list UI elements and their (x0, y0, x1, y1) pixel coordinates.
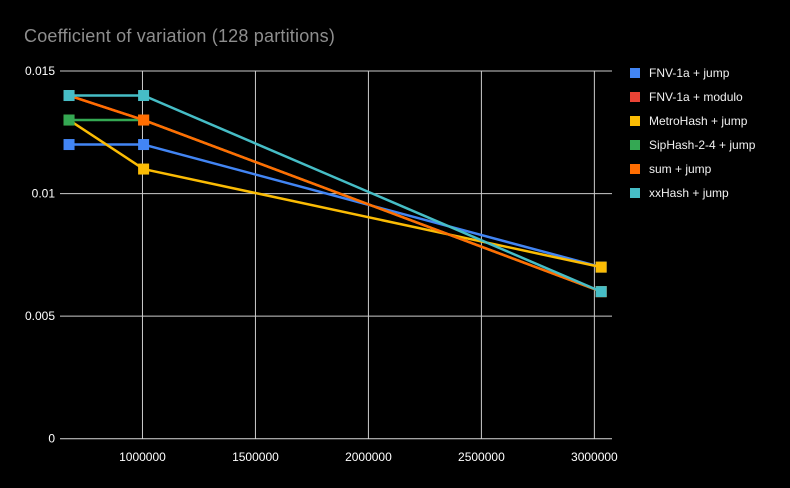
legend-swatch-icon (630, 164, 640, 174)
y-axis-tick-label: 0.015 (25, 64, 55, 78)
legend-item-metrohash-jump: MetroHash + jump (630, 114, 755, 128)
data-point-marker-fnv-1a-jump (138, 139, 150, 151)
legend: FNV-1a + jump FNV-1a + modulo MetroHash + … (630, 66, 755, 210)
legend-swatch-icon (630, 116, 640, 126)
x-axis-tick-label: 1000000 (119, 450, 166, 464)
data-point-marker-metrohash-jump (595, 261, 607, 273)
legend-item-fnv-1a-jump: FNV-1a + jump (630, 66, 755, 80)
x-axis-tick-label: 2000000 (345, 450, 392, 464)
data-point-marker-sum-jump (138, 114, 150, 126)
data-point-marker-xxhash-jump (63, 90, 75, 102)
legend-label: sum + jump (649, 162, 712, 176)
legend-swatch-icon (630, 140, 640, 150)
legend-item-fnv-1a-modulo: FNV-1a + modulo (630, 90, 755, 104)
y-axis-tick-label: 0 (48, 432, 55, 446)
chart-title: Coefficient of variation (128 partitions… (24, 26, 336, 46)
y-axis-tick-label: 0.01 (32, 187, 56, 201)
data-point-marker-metrohash-jump (138, 163, 150, 175)
x-axis-tick-label: 1500000 (232, 450, 279, 464)
y-axis-tick-label: 0.005 (25, 309, 55, 323)
legend-item-xxhash-jump: xxHash + jump (630, 186, 755, 200)
data-point-marker-fnv-1a-jump (63, 139, 75, 151)
legend-item-siphash-2-4-jump: SipHash-2-4 + jump (630, 138, 755, 152)
legend-label: xxHash + jump (649, 186, 729, 200)
legend-label: MetroHash + jump (649, 114, 748, 128)
x-axis-tick-label: 3000000 (571, 450, 618, 464)
legend-label: FNV-1a + jump (649, 66, 730, 80)
legend-label: FNV-1a + modulo (649, 90, 743, 104)
legend-swatch-icon (630, 68, 640, 78)
data-point-marker-xxhash-jump (138, 90, 150, 102)
data-point-marker-xxhash-jump (595, 286, 607, 298)
legend-swatch-icon (630, 92, 640, 102)
legend-item-sum-jump: sum + jump (630, 162, 755, 176)
series-line-fnv-1a-jump (69, 143, 602, 269)
x-axis-tick-label: 2500000 (458, 450, 505, 464)
legend-label: SipHash-2-4 + jump (649, 138, 756, 152)
data-point-marker-siphash-2-4-jump (63, 114, 75, 126)
legend-swatch-icon (630, 188, 640, 198)
